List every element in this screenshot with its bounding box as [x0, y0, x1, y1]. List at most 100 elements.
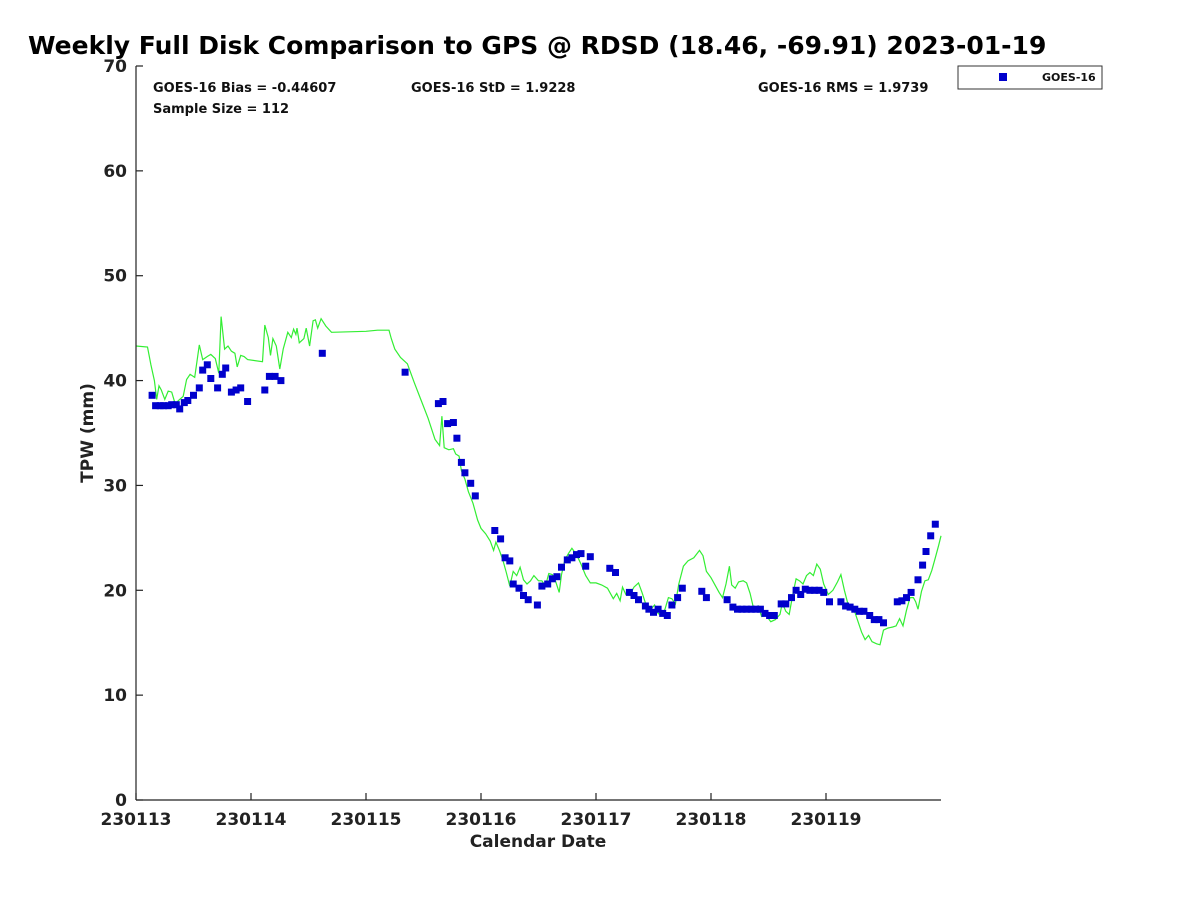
- goes-point: [190, 391, 197, 399]
- goes-point: [152, 402, 160, 410]
- goes-point: [232, 386, 240, 394]
- x-tick-label: 230117: [561, 810, 632, 830]
- goes-point: [261, 386, 269, 394]
- goes-point: [184, 397, 192, 404]
- goes-point: [659, 609, 667, 617]
- goes-point: [453, 434, 461, 442]
- y-axis-label: TPW (mm): [78, 383, 98, 483]
- legend-label: GOES-16: [1042, 71, 1096, 84]
- goes-point: [723, 596, 731, 604]
- rms-stat: GOES-16 RMS = 1.9739: [758, 81, 928, 96]
- goes-point: [756, 605, 764, 613]
- goes-point: [801, 585, 809, 593]
- goes-point: [203, 361, 211, 369]
- goes-point: [573, 551, 580, 559]
- legend-box: [957, 65, 1103, 90]
- goes-point: [612, 569, 619, 576]
- goes-point: [544, 580, 552, 588]
- chart-title: Weekly Full Disk Comparison to GPS @ RDS…: [28, 31, 1046, 60]
- goes-point: [497, 535, 505, 543]
- goes-point: [893, 598, 901, 606]
- y-ticks: 0 10 20 30 40 50 60 70: [103, 57, 143, 811]
- goes-point: [820, 588, 828, 596]
- goes-point: [318, 349, 326, 357]
- goes-point: [811, 586, 818, 594]
- goes-point: [674, 594, 682, 602]
- goes-point: [244, 398, 252, 405]
- goes-point: [650, 608, 657, 616]
- goes-point: [199, 366, 207, 374]
- goes-point: [788, 594, 795, 602]
- goes-point: [782, 600, 790, 608]
- x-axis-label: Calendar Date: [470, 832, 607, 852]
- gps-series: [135, 316, 942, 646]
- goes-point: [797, 591, 805, 598]
- goes-point: [520, 592, 527, 599]
- goes-point: [606, 564, 614, 572]
- goes-point: [777, 600, 785, 608]
- y-tick-label: 30: [103, 476, 127, 496]
- goes-point: [919, 561, 927, 569]
- x-tick-label: 230115: [331, 810, 402, 830]
- goes-point: [851, 605, 859, 613]
- goes-point: [401, 368, 409, 376]
- goes-point: [898, 597, 906, 605]
- goes-point: [846, 603, 854, 611]
- goes-point: [729, 603, 737, 611]
- goes-point: [577, 550, 585, 558]
- y-tick-label: 20: [103, 581, 127, 601]
- goes-point: [449, 419, 457, 426]
- goes-point: [582, 562, 590, 570]
- goes-point: [509, 580, 517, 588]
- goes-point: [558, 563, 565, 571]
- x-ticks: 230113 230114 230115 230116 230117 230118 2301…: [101, 793, 861, 830]
- goes-point: [907, 588, 915, 596]
- plot-area: 0 10 20 30 40 50 60 70 230113 230114 230115 230116…: [101, 57, 942, 830]
- goes-point: [195, 384, 203, 392]
- goes-point: [524, 596, 532, 604]
- std-stat: GOES-16 StD = 1.9228: [411, 81, 575, 96]
- goes-point: [770, 612, 778, 619]
- goes-point: [914, 576, 922, 584]
- goes-point: [761, 609, 769, 617]
- goes-point: [645, 605, 653, 613]
- goes-point: [533, 601, 541, 609]
- goes-point: [855, 607, 863, 615]
- goes-point: [160, 402, 168, 410]
- goes-point: [265, 372, 273, 380]
- plot-frame: [136, 66, 941, 800]
- x-tick-label: 230113: [101, 810, 172, 830]
- goes-point: [218, 370, 226, 378]
- goes-point: [698, 587, 706, 595]
- y-tick-label: 60: [103, 162, 127, 182]
- goes-point: [461, 469, 469, 477]
- goes-point: [506, 557, 514, 565]
- goes-point: [237, 384, 245, 392]
- goes-point: [515, 584, 523, 592]
- goes-point: [766, 612, 774, 619]
- goes-point: [168, 401, 176, 409]
- goes-point: [903, 594, 910, 602]
- goes-point: [875, 616, 883, 624]
- goes-point: [922, 548, 930, 555]
- goes-point: [702, 594, 710, 602]
- goes-point: [271, 372, 279, 380]
- goes-point: [491, 527, 499, 534]
- goes-point: [927, 532, 935, 540]
- goes-point: [471, 492, 479, 500]
- goes-point: [880, 619, 887, 627]
- goes-point: [738, 605, 746, 613]
- goes-point: [586, 553, 594, 561]
- legend: GOES-16: [957, 65, 1103, 90]
- goes-point: [434, 400, 442, 408]
- goes-point: [176, 405, 184, 413]
- goes-point: [792, 586, 800, 594]
- legend-marker: [999, 73, 1007, 81]
- sample-size-stat: Sample Size = 112: [153, 102, 289, 117]
- x-tick-label: 230114: [216, 810, 287, 830]
- goes-point: [654, 605, 662, 613]
- goes-point: [444, 420, 452, 428]
- goes-point: [837, 598, 845, 606]
- y-tick-label: 50: [103, 267, 127, 287]
